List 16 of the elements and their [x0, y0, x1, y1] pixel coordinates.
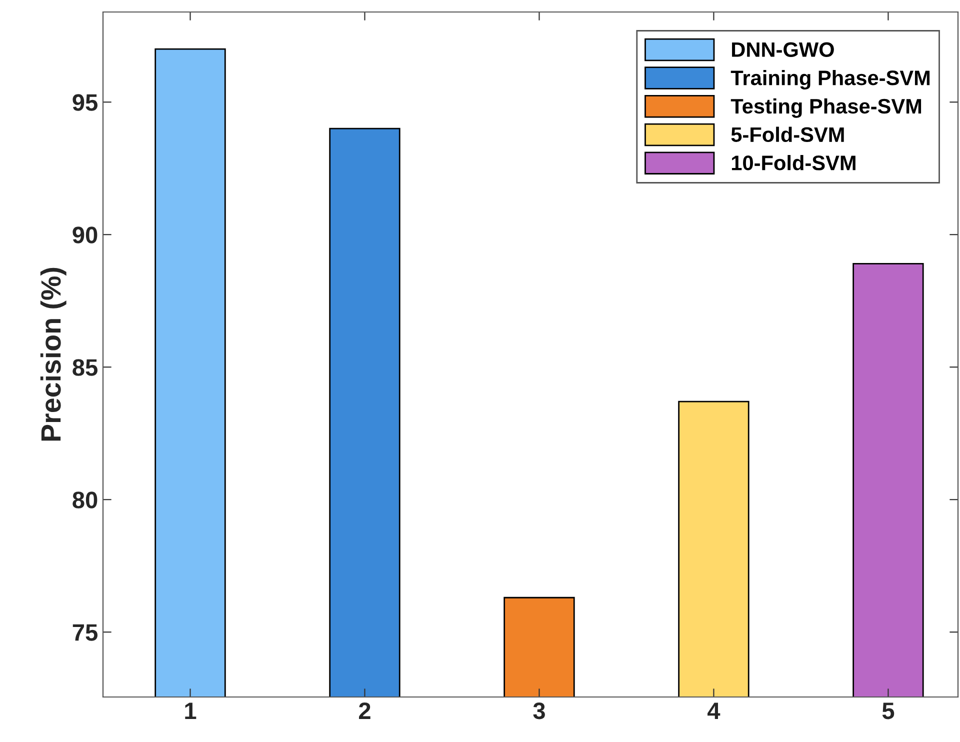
- y-axis-title: Precision (%): [40, 268, 66, 441]
- x-tick-label: 3: [533, 702, 545, 720]
- y-tick-label: 90: [72, 226, 98, 244]
- y-tick-label: 80: [72, 492, 98, 508]
- x-tick-label: 2: [358, 702, 370, 719]
- x-tick-label: 4: [708, 702, 720, 719]
- x-tick-label: 1: [185, 702, 196, 719]
- x-tick-label: 5: [882, 702, 894, 720]
- y-tick-label: 75: [72, 624, 98, 641]
- y-tick-label: 85: [72, 359, 98, 376]
- legend-label: Testing Phase-SVM: [730, 98, 922, 118]
- legend-label: 10-Fold-SVM: [732, 155, 856, 170]
- legend-label: 5-Fold-SVM: [731, 126, 844, 142]
- legend-label: Training Phase-SVM: [730, 70, 930, 90]
- y-tick-label: 95: [72, 94, 98, 111]
- legend-label: DNN-GWO: [732, 42, 834, 57]
